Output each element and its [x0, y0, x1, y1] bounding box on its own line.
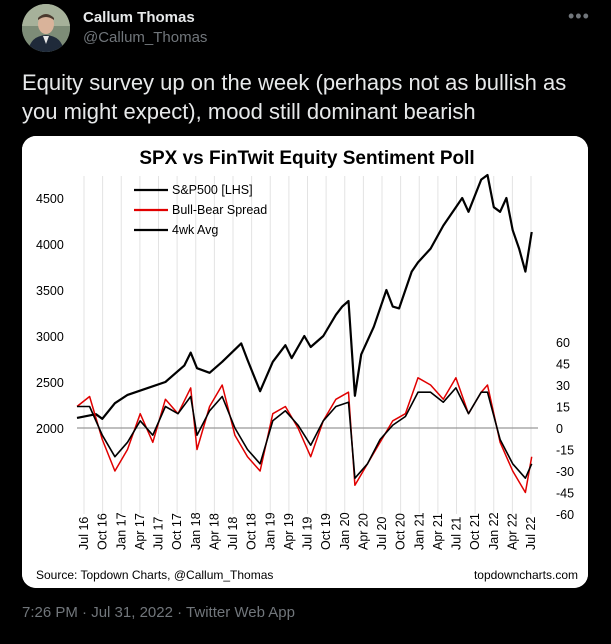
- x-tick-label: Jul 21: [450, 517, 464, 550]
- x-tick-label: Jul 20: [375, 517, 389, 550]
- more-horizontal-icon[interactable]: •••: [568, 6, 590, 26]
- tweet-text: Equity survey up on the week (perhaps no…: [22, 70, 567, 124]
- right-tick-label: -30: [556, 465, 574, 479]
- tweet-date[interactable]: Jul 31, 2022: [91, 604, 173, 621]
- x-tick-label: Apr 20: [356, 513, 370, 550]
- x-tick-label: Apr 19: [282, 513, 296, 550]
- x-tick-label: Apr 18: [207, 513, 221, 550]
- legend: S&P500 [LHS] Bull-Bear Spread 4wk Avg: [134, 183, 267, 237]
- chart-source: Source: Topdown Charts, @Callum_Thomas: [36, 568, 273, 582]
- right-tick-label: -15: [556, 444, 574, 458]
- right-tick-label: 30: [556, 379, 570, 393]
- author-name[interactable]: Callum Thomas: [83, 9, 195, 26]
- bull-bear-spread-line: [76, 377, 533, 494]
- x-tick-label: Jul 18: [226, 517, 240, 550]
- x-tick-label: Jul 22: [524, 517, 538, 550]
- avatar[interactable]: [22, 4, 70, 52]
- x-tick-label: Jan 22: [487, 512, 501, 550]
- x-tick-label: Oct 19: [319, 513, 333, 550]
- 4wk-avg-line: [77, 387, 533, 480]
- left-tick-label: 4500: [36, 192, 64, 206]
- x-tick-label: Apr 17: [133, 513, 147, 550]
- x-tick-label: Apr 21: [431, 513, 445, 550]
- x-tick-label: Oct 18: [245, 513, 259, 550]
- x-tick-label: Apr 22: [505, 513, 519, 550]
- x-tick-label: Jan 20: [338, 512, 352, 550]
- sp500-line: [76, 173, 533, 420]
- right-tick-label: 45: [556, 358, 570, 372]
- author-handle[interactable]: @Callum_Thomas: [83, 29, 208, 46]
- tweet-timestamp: 7:26 PM · Jul 31, 2022 · Twitter Web App: [22, 604, 295, 621]
- left-tick-label: 3000: [36, 330, 64, 344]
- x-tick-label: Oct 21: [468, 513, 482, 550]
- chart-image-card[interactable]: SPX vs FinTwit Equity Sentiment Poll 200…: [22, 136, 588, 588]
- left-tick-label: 4000: [36, 238, 64, 252]
- left-tick-label: 2000: [36, 422, 64, 436]
- avatar-image: [22, 4, 70, 52]
- tweet-source-app[interactable]: Twitter Web App: [186, 604, 295, 621]
- tweet-time[interactable]: 7:26 PM: [22, 604, 78, 621]
- separator-dot: ·: [82, 604, 88, 621]
- right-tick-label: -60: [556, 508, 574, 522]
- x-tick-label: Oct 17: [170, 513, 184, 550]
- chart-website: topdowncharts.com: [474, 568, 578, 582]
- x-tick-label: Jan 19: [263, 512, 277, 550]
- right-tick-label: -45: [556, 487, 574, 501]
- x-tick-label: Jul 17: [152, 517, 166, 550]
- x-tick-label: Jul 19: [301, 517, 315, 550]
- sentiment-chart: SPX vs FinTwit Equity Sentiment Poll 200…: [22, 136, 588, 588]
- x-tick-label: Jul 16: [77, 517, 91, 550]
- x-tick-label: Oct 16: [96, 513, 110, 550]
- legend-label: Bull-Bear Spread: [172, 203, 267, 217]
- legend-label: S&P500 [LHS]: [172, 183, 253, 197]
- separator-dot: ·: [177, 604, 183, 621]
- right-tick-label: 15: [556, 401, 570, 415]
- chart-title: SPX vs FinTwit Equity Sentiment Poll: [139, 148, 474, 169]
- left-tick-label: 3500: [36, 284, 64, 298]
- right-tick-label: 60: [556, 336, 570, 350]
- left-tick-label: 2500: [36, 376, 64, 390]
- x-tick-label: Oct 20: [394, 513, 408, 550]
- x-tick-label: Jan 18: [189, 512, 203, 550]
- legend-label: 4wk Avg: [172, 223, 218, 237]
- x-tick-label: Jan 17: [114, 512, 128, 550]
- x-tick-label: Jan 21: [412, 512, 426, 550]
- right-tick-label: 0: [556, 422, 563, 436]
